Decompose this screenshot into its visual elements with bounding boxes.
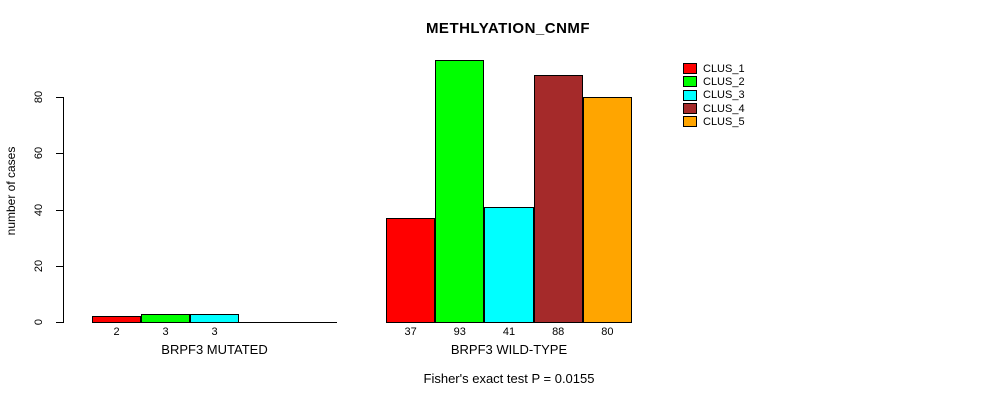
fisher-test-annotation: Fisher's exact test P = 0.0155: [423, 371, 595, 386]
bar-clus_3: [190, 313, 239, 323]
legend-swatch-clus_3: [683, 89, 697, 101]
legend-row: CLUS_2: [683, 75, 745, 88]
legend-label: CLUS_3: [703, 89, 745, 102]
y-tick-label: 0: [33, 318, 45, 326]
legend-swatch-clus_1: [683, 63, 697, 75]
chart-title: METHLYATION_CNMF: [425, 20, 591, 37]
y-tick-label: 20: [33, 259, 45, 272]
bar-clus_5: [582, 97, 632, 323]
legend-label: CLUS_2: [703, 75, 745, 88]
bar-value-label: 2: [113, 326, 120, 338]
legend-swatch-clus_2: [683, 76, 697, 88]
group-label: BRPF3 WILD-TYPE: [450, 342, 568, 357]
bar-value-label: 41: [502, 326, 516, 338]
bar-clus_2: [435, 60, 485, 323]
legend-swatch-clus_4: [683, 103, 697, 115]
legend-swatch-clus_5: [683, 116, 697, 128]
y-tick-label: 60: [33, 147, 45, 160]
bar-value-label: 37: [404, 326, 417, 338]
bar-value-label: 88: [552, 326, 565, 338]
legend-row: CLUS_5: [683, 115, 745, 128]
legend-label: CLUS_5: [703, 115, 745, 128]
bar-clus_1: [92, 316, 141, 323]
bar-clus_1: [386, 217, 436, 323]
bar-value-label: 3: [211, 326, 218, 338]
y-tick: [56, 322, 63, 323]
bar-clus_2: [141, 313, 190, 323]
legend-label: CLUS_4: [703, 102, 745, 115]
bar-value-label: 93: [453, 326, 466, 338]
y-tick: [56, 153, 63, 155]
legend-row: CLUS_1: [683, 62, 745, 75]
legend-label: CLUS_1: [703, 62, 745, 75]
legend: CLUS_1 CLUS_2 CLUS_3 CLUS_4 CLUS_5: [683, 62, 745, 128]
y-axis-line: [63, 97, 64, 323]
bar-value-label: 80: [601, 326, 614, 338]
group-label: BRPF3 MUTATED: [161, 342, 268, 357]
legend-row: CLUS_4: [683, 102, 745, 115]
y-tick: [56, 265, 63, 267]
y-tick: [56, 209, 63, 211]
y-axis-label: number of cases: [4, 146, 18, 236]
bar-clus_3: [484, 206, 534, 323]
y-tick-label: 40: [33, 203, 45, 216]
y-tick: [56, 97, 63, 98]
bar-value-label: 3: [162, 326, 169, 338]
y-tick-label: 80: [33, 90, 45, 104]
legend-row: CLUS_3: [683, 89, 745, 102]
bar-clus_4: [533, 74, 583, 323]
